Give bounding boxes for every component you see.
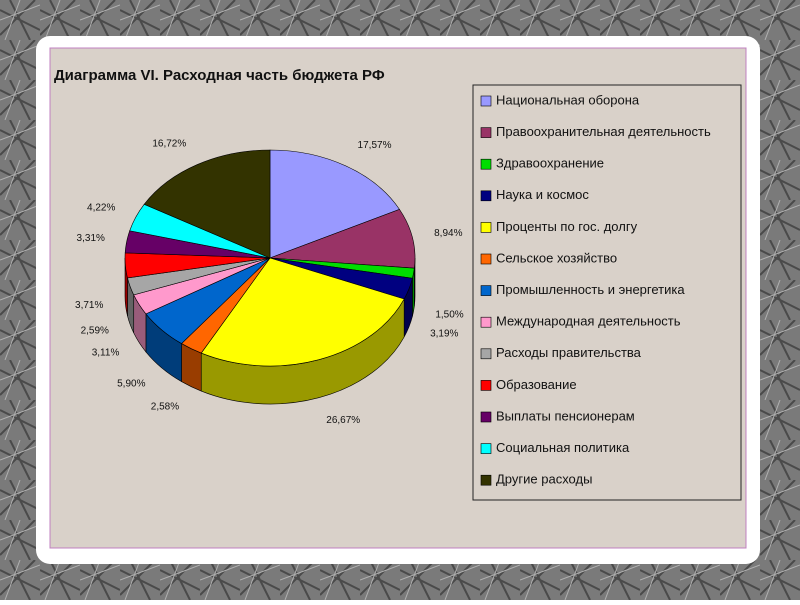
data-label: 3,71%: [75, 300, 103, 311]
pie: 17,57% 8,94% 1,50% 3,19% 26,67% 2,58% 5,90% 3,1…: [75, 138, 464, 425]
legend-swatch: [480, 190, 492, 202]
legend-label: Образование: [496, 377, 577, 392]
data-label: 2,58%: [151, 401, 179, 412]
data-label: 2,59%: [81, 325, 109, 336]
data-label: 3,11%: [92, 348, 120, 359]
legend-swatch: [480, 348, 492, 360]
legend-swatch: [480, 127, 492, 138]
legend-box: [472, 84, 742, 501]
legend-swatch: [480, 222, 492, 233]
legend-swatch: [480, 443, 492, 454]
legend-label: Социальная политика: [496, 440, 630, 455]
legend-swatch: [480, 158, 492, 170]
slice: [269, 209, 416, 269]
legend-label: Национальная оборона: [496, 92, 640, 107]
slice: [269, 149, 400, 259]
data-label: 17,57%: [358, 140, 392, 151]
data-label: 1,50%: [435, 309, 463, 320]
legend: Национальная оборона Правоохранительная д…: [480, 92, 711, 487]
legend-label: Международная деятельность: [496, 314, 681, 329]
legend-label: Другие расходы: [496, 472, 592, 487]
legend-swatch: [480, 411, 492, 423]
legend-label: Сельское хозяйство: [496, 250, 617, 265]
legend-swatch: [480, 380, 492, 391]
data-label: 16,72%: [152, 138, 186, 149]
legend-swatch: [480, 316, 492, 328]
legend-label: Наука и космос: [496, 187, 589, 202]
legend-swatch: [480, 253, 492, 265]
legend-label: Расходы правительства: [496, 345, 642, 360]
chart-title: Диаграмма VI. Расходная часть бюджета РФ: [54, 67, 385, 84]
legend-label: Выплаты пенсионерам: [496, 408, 635, 423]
legend-label: Проценты по гос. долгу: [496, 219, 638, 234]
data-label: 4,22%: [87, 203, 115, 214]
legend-swatch: [480, 474, 492, 486]
legend-swatch: [480, 95, 492, 107]
slice: [200, 257, 405, 367]
legend-label: Промышленность и энергетика: [496, 282, 685, 297]
data-label: 5,90%: [117, 379, 145, 390]
data-label: 8,94%: [434, 228, 462, 239]
slice: [143, 149, 271, 259]
data-label: 3,19%: [430, 328, 458, 339]
legend-label: Здравоохранение: [496, 156, 604, 171]
data-label: 3,31%: [77, 233, 105, 244]
legend-swatch: [480, 285, 492, 296]
legend-label: Правоохранительная деятельность: [496, 124, 711, 139]
data-label: 26,67%: [326, 415, 360, 426]
